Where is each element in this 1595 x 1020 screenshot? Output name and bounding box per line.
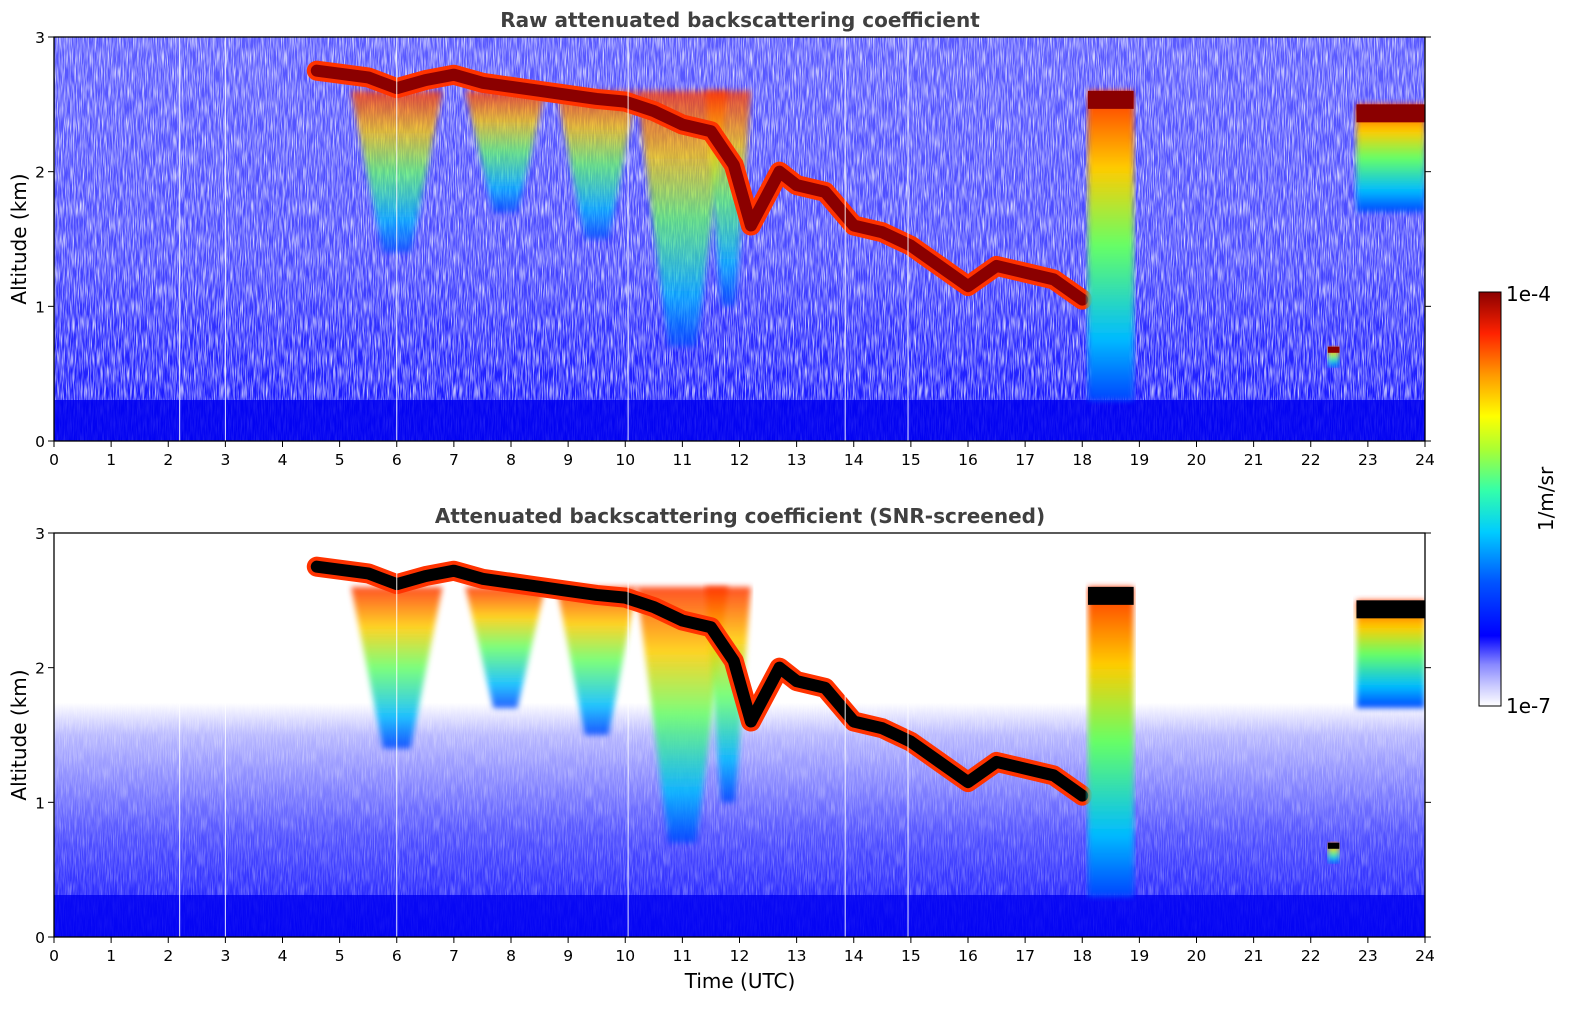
cloud-column-top [1087,586,1134,605]
x-tick-label: 9 [563,947,573,965]
x-tick-label: 23 [1358,947,1378,965]
x-tick-label: 17 [1015,947,1035,965]
x-tick-label: 11 [673,947,693,965]
x-tick-label: 18 [1072,451,1092,469]
x-tick-label: 23 [1358,451,1378,469]
precipitation-plume [465,586,546,709]
x-tick-label: 24 [1415,451,1435,469]
bottom-panel-x-ticks: 0 1 2 3 4 5 6 7 8 9 10 11 12 13 14 15 16 17 18 19 20 21 22 23 24 [49,937,1435,965]
y-tick-label: 1 [35,794,45,812]
cloud-column [1087,586,1134,897]
x-tick-label: 12 [730,947,750,965]
x-tick-label: 19 [1130,947,1150,965]
top-panel-plot: 0 1 2 3 4 5 6 7 8 9 10 11 12 13 14 15 16 17 18 19 20 21 22 23 24… [35,29,1435,469]
cloud-column [1087,90,1134,401]
x-tick-label: 2 [163,451,173,469]
x-tick-label: 7 [449,451,459,469]
x-tick-label: 7 [449,947,459,965]
x-tick-label: 3 [220,451,230,469]
x-tick-label: 15 [901,451,921,469]
cloud-column-top [1087,90,1134,109]
x-tick-label: 11 [673,451,693,469]
cloud-column-top [1327,346,1340,353]
y-tick-label: 3 [35,29,45,47]
x-tick-label: 14 [844,451,864,469]
bottom-panel-xlabel: Time (UTC) [684,969,796,993]
y-tick-label: 3 [35,525,45,543]
x-tick-label: 22 [1301,947,1321,965]
x-tick-label: 8 [506,947,516,965]
top-panel-cloud-features [179,37,1425,441]
x-tick-label: 12 [730,451,750,469]
x-tick-label: 0 [49,451,59,469]
precipitation-plume [465,90,546,213]
cloud-layer [310,64,1089,306]
top-panel-y-ticks: 0 1 2 3 [35,29,1431,451]
cloud-column-top [1356,600,1425,619]
cloud-layer [310,560,1089,802]
x-tick-label: 20 [1187,947,1207,965]
x-tick-label: 5 [335,947,345,965]
y-tick-label: 1 [35,298,45,316]
colorbar-min-label: 1e-7 [1506,694,1551,718]
y-tick-label: 2 [35,164,45,182]
x-tick-label: 3 [220,947,230,965]
x-tick-label: 6 [392,451,402,469]
x-tick-label: 20 [1187,451,1207,469]
bottom-panel-title: Attenuated backscattering coefficient (S… [435,504,1045,528]
bottom-panel-ylabel: Altitude (km) [7,669,31,800]
x-tick-label: 5 [335,451,345,469]
x-tick-label: 14 [844,947,864,965]
top-panel-title: Raw attenuated backscattering coefficien… [500,8,980,32]
precipitation-plume [636,90,729,347]
y-tick-label: 0 [35,433,45,451]
x-tick-label: 4 [278,451,288,469]
cloud-column-top [1327,842,1340,849]
x-tick-label: 10 [615,451,635,469]
x-tick-label: 9 [563,451,573,469]
colorbar-gradient [1478,291,1502,707]
cloud-column [1327,842,1340,863]
x-tick-label: 17 [1015,451,1035,469]
x-tick-label: 18 [1072,947,1092,965]
x-tick-label: 21 [1244,451,1264,469]
cloud-column-top [1356,104,1425,123]
x-tick-label: 22 [1301,451,1321,469]
cloud-column [1327,346,1340,367]
bottom-panel-plot: 0 1 2 3 4 5 6 7 8 9 10 11 12 13 14 15 16 17 18 19 20 21 22 23 24… [35,525,1435,965]
x-tick-label: 13 [787,451,807,469]
bottom-panel-near-surface-layer [54,895,1425,937]
x-tick-label: 6 [392,947,402,965]
x-tick-label: 0 [49,947,59,965]
colorbar: 1e-4 1e-7 1/m/sr [1478,282,1558,718]
top-panel-x-ticks: 0 1 2 3 4 5 6 7 8 9 10 11 12 13 14 15 16 17 18 19 20 21 22 23 24 [49,441,1435,469]
x-tick-label: 2 [163,947,173,965]
x-tick-label: 4 [278,947,288,965]
colorbar-units-label: 1/m/sr [1534,466,1558,531]
x-tick-label: 1 [106,947,116,965]
top-panel-ylabel: Altitude (km) [7,173,31,304]
colorbar-max-label: 1e-4 [1506,282,1551,306]
y-tick-label: 2 [35,660,45,678]
top-panel-near-surface-layer [54,400,1425,441]
x-tick-label: 15 [901,947,921,965]
bottom-panel-y-ticks: 0 1 2 3 [35,525,1431,947]
x-tick-label: 19 [1130,451,1150,469]
x-tick-label: 16 [958,451,978,469]
x-tick-label: 13 [787,947,807,965]
x-tick-label: 21 [1244,947,1264,965]
precipitation-plume [556,586,637,735]
x-tick-label: 8 [506,451,516,469]
precipitation-plume [636,586,729,843]
precipitation-plume [556,90,637,239]
x-tick-label: 24 [1415,947,1435,965]
y-tick-label: 0 [35,929,45,947]
x-tick-label: 1 [106,451,116,469]
bottom-panel-cloud-features [179,533,1425,937]
x-tick-label: 16 [958,947,978,965]
x-tick-label: 10 [615,947,635,965]
